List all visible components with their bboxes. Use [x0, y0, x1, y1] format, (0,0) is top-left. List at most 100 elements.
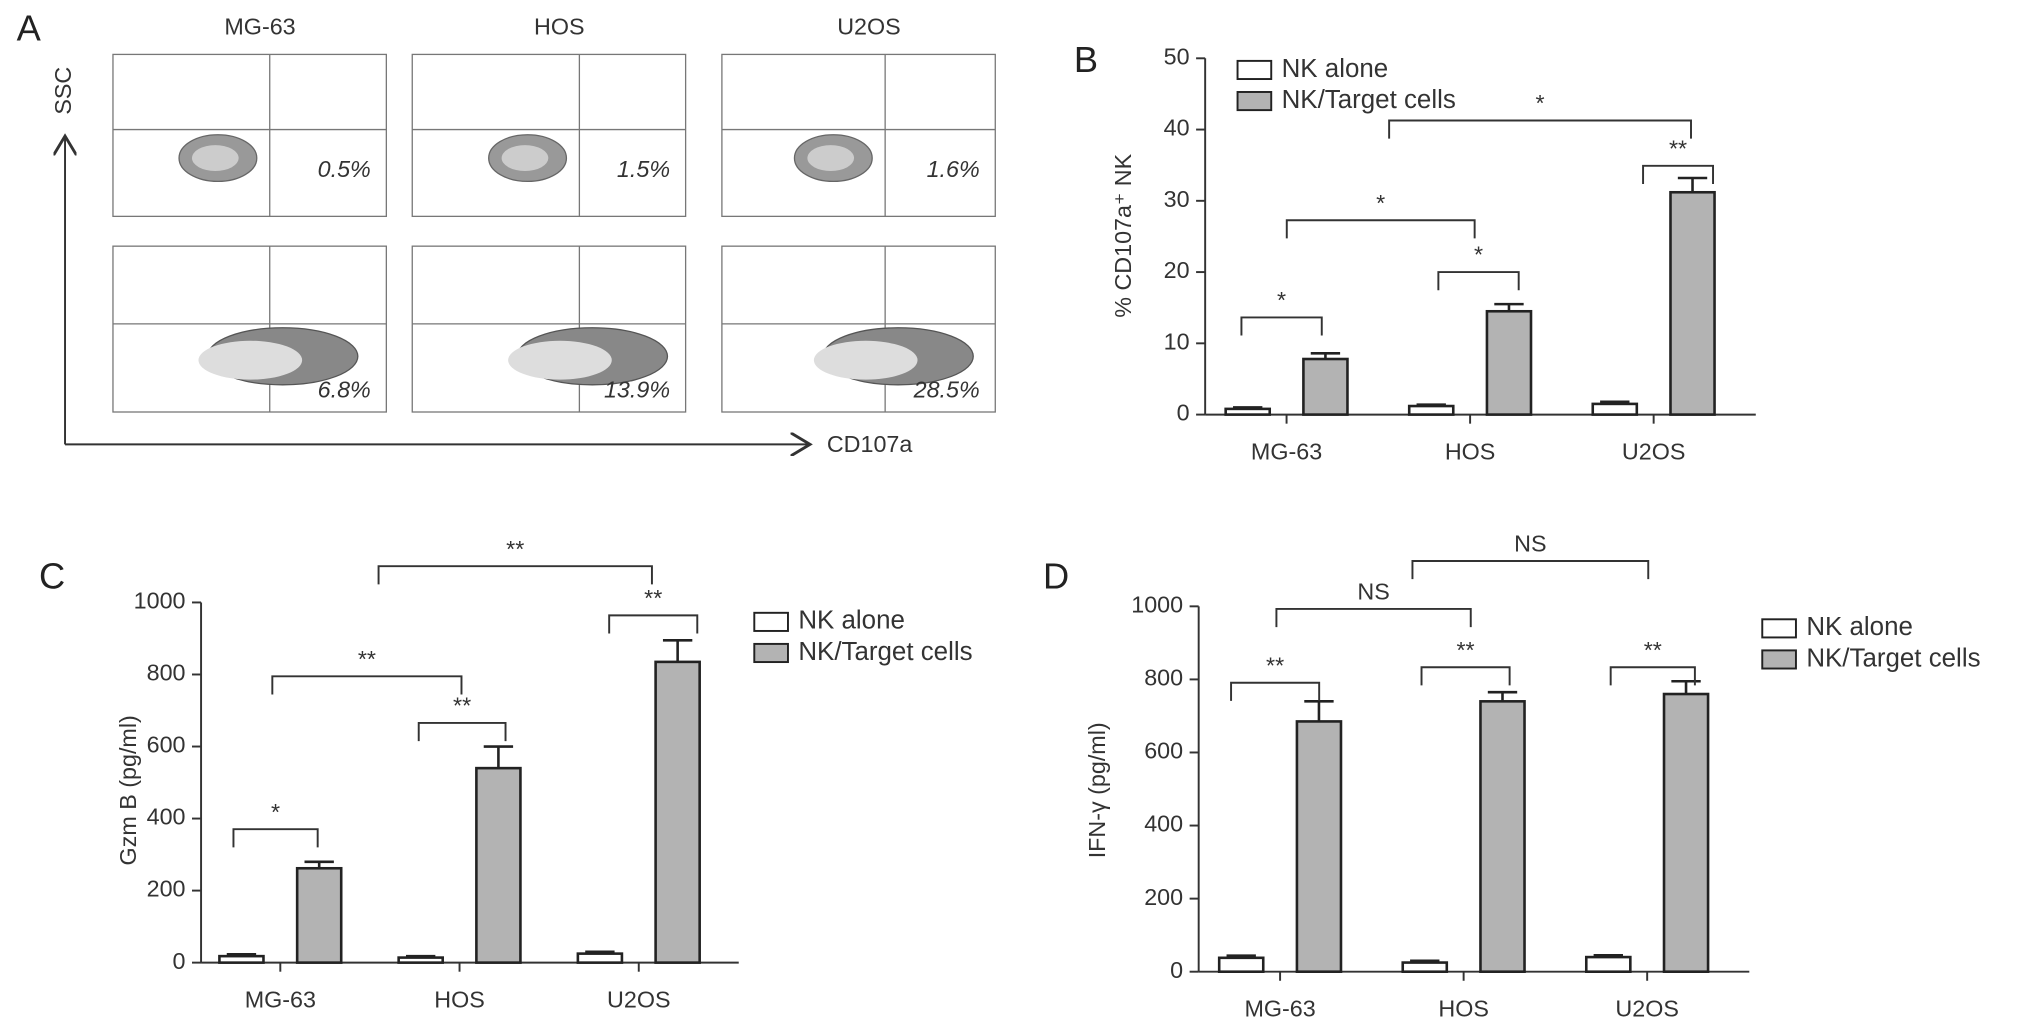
significance-bracket	[271, 675, 463, 695]
panel-letter: C	[39, 556, 65, 597]
legend-swatch	[753, 642, 789, 664]
bar	[1407, 404, 1455, 416]
y-tick-label: 40	[1164, 115, 1190, 141]
bar	[1224, 407, 1272, 416]
x-tick-label: U2OS	[1622, 439, 1685, 465]
significance-bracket	[1230, 681, 1321, 701]
significance-bracket	[417, 721, 507, 742]
significance-bracket	[608, 614, 699, 634]
y-tick-label: 800	[147, 660, 186, 686]
cell-population-core	[813, 340, 918, 380]
significance-bracket	[1240, 316, 1323, 336]
plot-box	[721, 245, 996, 413]
cell-population-core	[501, 145, 549, 172]
bar	[1485, 309, 1533, 416]
significance-label: **	[453, 693, 471, 719]
bar	[1669, 190, 1716, 416]
panel-letter: B	[1074, 39, 1098, 80]
legend-swatch	[1236, 59, 1273, 81]
bar	[475, 766, 522, 964]
cell-population-core	[807, 145, 855, 172]
plot-box	[112, 53, 387, 218]
plot-box	[112, 245, 387, 413]
panel-letter: D	[1043, 556, 1069, 597]
percent-label: 28.5%	[913, 376, 980, 402]
y-tick-label: 0	[1170, 957, 1183, 983]
bar	[576, 952, 624, 964]
significance-label: NS	[1514, 531, 1546, 557]
significance-bracket	[1420, 666, 1511, 686]
plot-box	[411, 53, 687, 218]
significance-bracket	[1275, 607, 1472, 628]
bar	[1302, 357, 1349, 416]
bar	[654, 660, 701, 964]
legend-swatch	[1761, 649, 1797, 670]
column-title: MG-63	[224, 14, 295, 40]
y-tick-label: 600	[147, 732, 186, 758]
significance-label: **	[1266, 652, 1284, 678]
y-tick-label: 600	[1144, 738, 1183, 764]
significance-bracket	[1388, 119, 1692, 139]
plot-box	[411, 245, 687, 413]
column-title: U2OS	[837, 14, 900, 40]
y-tick-label: 1000	[1131, 591, 1183, 617]
y-tick-label: 400	[147, 804, 186, 830]
y-tick-label: 20	[1164, 257, 1190, 283]
legend-swatch	[1236, 91, 1273, 112]
percent-label: 13.9%	[604, 376, 670, 402]
significance-label: *	[1536, 90, 1545, 116]
significance-bracket	[232, 828, 319, 848]
y-tick-label: 0	[1177, 400, 1190, 426]
bar	[1217, 956, 1265, 973]
y-axis-label: SSC	[50, 67, 76, 115]
significance-label: *	[271, 799, 280, 825]
bar	[1591, 402, 1639, 416]
significance-label: *	[1376, 190, 1385, 216]
y-tick-label: 200	[147, 876, 186, 902]
significance-label: **	[506, 536, 524, 562]
significance-bracket	[1411, 560, 1650, 580]
y-tick-label: 10	[1164, 328, 1190, 354]
percent-label: 1.5%	[617, 156, 670, 182]
bar	[1662, 692, 1710, 973]
percent-label: 1.6%	[927, 156, 980, 182]
x-tick-label: U2OS	[1615, 996, 1678, 1022]
legend-label: NK/Target cells	[798, 638, 972, 666]
bar	[397, 956, 444, 964]
significance-bracket	[1609, 666, 1696, 686]
y-tick-label: 1000	[134, 588, 186, 614]
bar	[1584, 955, 1632, 973]
cell-population-core	[192, 145, 239, 172]
x-tick-label: U2OS	[607, 987, 670, 1013]
y-axis-label: IFN-γ (pg/ml)	[1084, 722, 1110, 858]
significance-bracket	[377, 565, 653, 585]
significance-label: *	[1474, 242, 1483, 268]
panel-letter: A	[17, 8, 42, 49]
bar	[1479, 700, 1526, 973]
y-tick-label: 30	[1164, 186, 1190, 212]
x-tick-label: MG-63	[1251, 439, 1322, 465]
significance-label: **	[1644, 637, 1662, 663]
y-tick-label: 0	[173, 948, 186, 974]
legend-label: NK alone	[1282, 55, 1389, 83]
y-tick-label: 200	[1144, 884, 1183, 910]
x-tick-label: MG-63	[1244, 996, 1315, 1022]
bar	[295, 866, 343, 964]
x-tick-label: HOS	[1438, 996, 1489, 1022]
percent-label: 0.5%	[318, 156, 371, 182]
significance-bracket	[1437, 271, 1520, 291]
cell-population-core	[508, 340, 612, 380]
significance-label: **	[1669, 135, 1687, 161]
legend-label: NK/Target cells	[1806, 644, 1980, 672]
y-axis-label: Gzm B (pg/ml)	[115, 715, 141, 865]
bar	[1401, 961, 1449, 973]
plot-box	[721, 53, 996, 218]
legend-swatch	[1761, 618, 1797, 639]
significance-bracket	[1285, 219, 1476, 239]
significance-label: **	[358, 646, 376, 672]
significance-label: NS	[1357, 579, 1389, 605]
y-tick-label: 400	[1144, 811, 1183, 837]
significance-label: *	[1277, 287, 1286, 313]
legend-label: NK alone	[798, 607, 905, 635]
